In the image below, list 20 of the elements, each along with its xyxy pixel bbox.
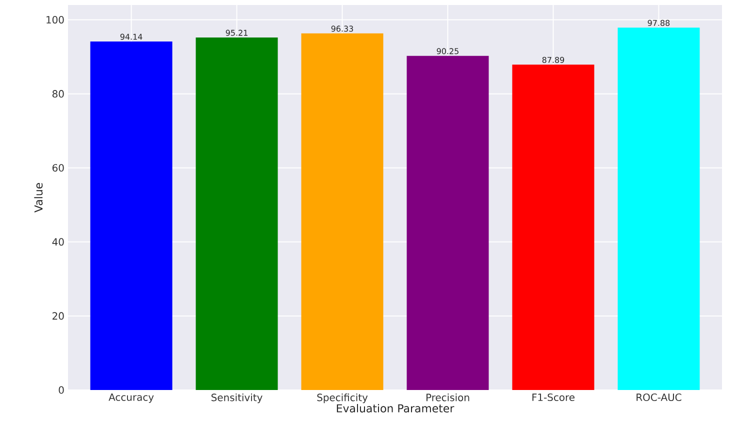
x-tick-label: F1-Score: [532, 393, 574, 402]
x-tick-label: Accuracy: [108, 394, 154, 403]
x-tick-label: Specificity: [317, 393, 368, 404]
x-tick-label: Precision: [426, 393, 470, 402]
bar: [406, 56, 489, 390]
bar: [196, 38, 278, 390]
y-axis-title: Value: [34, 183, 43, 212]
bar: [618, 28, 700, 390]
y-tick-label: 100: [46, 16, 64, 24]
y-tick-label: 20: [52, 312, 64, 320]
bar: [512, 64, 594, 390]
x-tick-label: Sensitivity: [212, 393, 262, 404]
y-tick-label: 80: [52, 90, 64, 98]
bar: [301, 33, 384, 390]
bar: [90, 41, 172, 390]
y-tick-label: 60: [52, 164, 64, 172]
y-tick-label: 40: [52, 238, 64, 246]
x-tick-label: ROC-AUC: [636, 393, 682, 402]
y-tick-label: 0: [58, 386, 64, 394]
x-axis-title: Evaluation Parameter: [336, 404, 454, 412]
